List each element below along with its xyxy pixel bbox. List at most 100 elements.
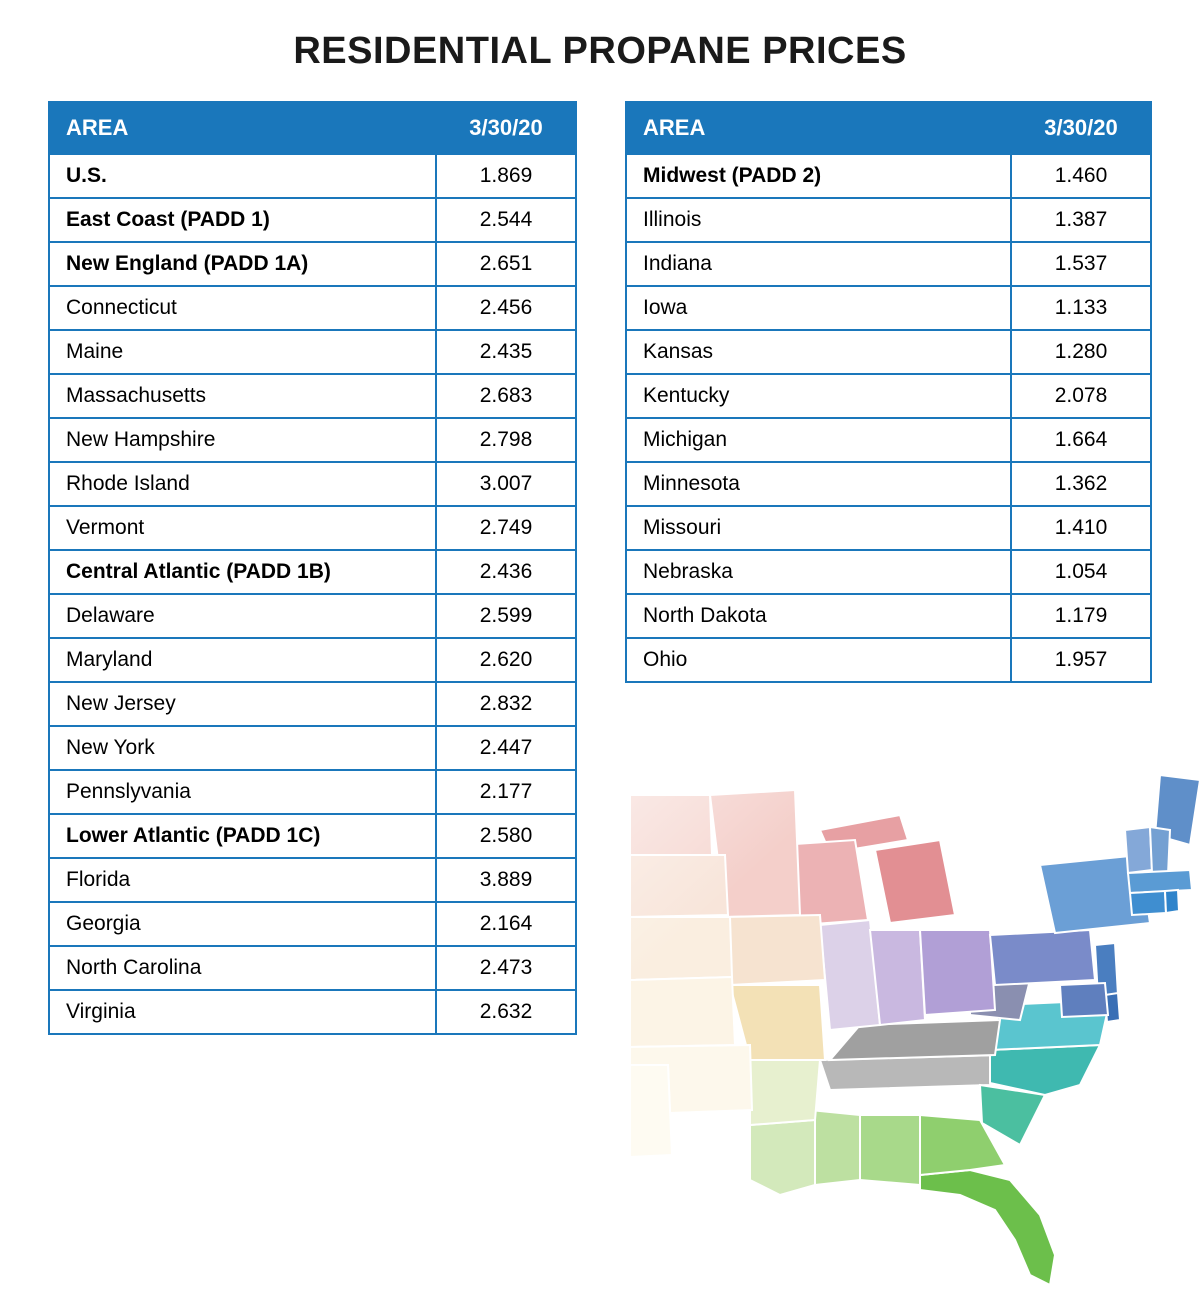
price-cell: 1.387 <box>1011 198 1151 242</box>
area-cell: North Carolina <box>49 946 436 990</box>
price-cell: 1.869 <box>436 154 576 198</box>
price-cell: 1.133 <box>1011 286 1151 330</box>
map-state <box>630 1065 672 1157</box>
area-cell: Kentucky <box>626 374 1011 418</box>
area-cell: New Jersey <box>49 682 436 726</box>
price-cell: 1.362 <box>1011 462 1151 506</box>
price-cell: 2.749 <box>436 506 576 550</box>
table-row: Kentucky2.078 <box>626 374 1151 418</box>
area-cell: Connecticut <box>49 286 436 330</box>
table-row: Lower Atlantic (PADD 1C)2.580 <box>49 814 576 858</box>
area-cell: Vermont <box>49 506 436 550</box>
table-row: Virginia2.632 <box>49 990 576 1034</box>
table-row: Kansas1.280 <box>626 330 1151 374</box>
col-date: 3/30/20 <box>436 102 576 154</box>
price-cell: 1.537 <box>1011 242 1151 286</box>
prices-table-left: AREA 3/30/20 U.S.1.869East Coast (PADD 1… <box>48 101 577 1035</box>
table-row: Illinois1.387 <box>626 198 1151 242</box>
table-row: East Coast (PADD 1)2.544 <box>49 198 576 242</box>
price-cell: 2.436 <box>436 550 576 594</box>
map-state <box>630 1045 752 1113</box>
area-cell: Missouri <box>626 506 1011 550</box>
table-row: Nebraska1.054 <box>626 550 1151 594</box>
price-cell: 2.164 <box>436 902 576 946</box>
price-cell: 2.683 <box>436 374 576 418</box>
table-row: Michigan1.664 <box>626 418 1151 462</box>
table-row: Vermont2.749 <box>49 506 576 550</box>
area-cell: Florida <box>49 858 436 902</box>
area-cell: Maryland <box>49 638 436 682</box>
table-row: Georgia2.164 <box>49 902 576 946</box>
map-state <box>820 1055 1000 1090</box>
map-state <box>750 1060 820 1125</box>
right-tbody: Midwest (PADD 2)1.460Illinois1.387Indian… <box>626 154 1151 682</box>
map-state <box>750 1120 815 1195</box>
area-cell: Maine <box>49 330 436 374</box>
area-cell: U.S. <box>49 154 436 198</box>
price-cell: 2.447 <box>436 726 576 770</box>
table-row: New Jersey2.832 <box>49 682 576 726</box>
table-row: Central Atlantic (PADD 1B)2.436 <box>49 550 576 594</box>
area-cell: New England (PADD 1A) <box>49 242 436 286</box>
area-cell: New York <box>49 726 436 770</box>
price-cell: 2.473 <box>436 946 576 990</box>
table-row: Pennslyvania2.177 <box>49 770 576 814</box>
price-cell: 1.957 <box>1011 638 1151 682</box>
price-cell: 1.460 <box>1011 154 1151 198</box>
map-state <box>920 1115 1005 1175</box>
area-cell: Central Atlantic (PADD 1B) <box>49 550 436 594</box>
page-title: RESIDENTIAL PROPANE PRICES <box>0 30 1200 73</box>
price-cell: 2.832 <box>436 682 576 726</box>
table-row: Connecticut2.456 <box>49 286 576 330</box>
table-row: Minnesota1.362 <box>626 462 1151 506</box>
area-cell: Virginia <box>49 990 436 1034</box>
prices-table-right: AREA 3/30/20 Midwest (PADD 2)1.460Illino… <box>625 101 1152 683</box>
area-cell: Iowa <box>626 286 1011 330</box>
area-cell: Kansas <box>626 330 1011 374</box>
price-cell: 2.177 <box>436 770 576 814</box>
area-cell: Pennslyvania <box>49 770 436 814</box>
area-cell: Rhode Island <box>49 462 436 506</box>
map-state <box>980 1085 1045 1145</box>
price-cell: 2.435 <box>436 330 576 374</box>
area-cell: East Coast (PADD 1) <box>49 198 436 242</box>
table-row: Midwest (PADD 2)1.460 <box>626 154 1151 198</box>
col-area: AREA <box>626 102 1011 154</box>
table-row: Florida3.889 <box>49 858 576 902</box>
map-state <box>860 1115 920 1185</box>
price-cell: 3.007 <box>436 462 576 506</box>
price-cell: 2.798 <box>436 418 576 462</box>
table-row: Missouri1.410 <box>626 506 1151 550</box>
price-cell: 2.599 <box>436 594 576 638</box>
table-row: North Dakota1.179 <box>626 594 1151 638</box>
area-cell: Michigan <box>626 418 1011 462</box>
map-state <box>810 1110 860 1185</box>
table-row: Iowa1.133 <box>626 286 1151 330</box>
area-cell: Georgia <box>49 902 436 946</box>
table-row: U.S.1.869 <box>49 154 576 198</box>
area-cell: Lower Atlantic (PADD 1C) <box>49 814 436 858</box>
price-cell: 3.889 <box>436 858 576 902</box>
table-row: Massachusetts2.683 <box>49 374 576 418</box>
col-area: AREA <box>49 102 436 154</box>
table-row: New York2.447 <box>49 726 576 770</box>
price-cell: 2.632 <box>436 990 576 1034</box>
table-row: New Hampshire2.798 <box>49 418 576 462</box>
area-cell: North Dakota <box>626 594 1011 638</box>
price-cell: 2.078 <box>1011 374 1151 418</box>
price-cell: 1.410 <box>1011 506 1151 550</box>
price-cell: 2.651 <box>436 242 576 286</box>
table-row: Ohio1.957 <box>626 638 1151 682</box>
area-cell: Illinois <box>626 198 1011 242</box>
map-state <box>990 1045 1100 1095</box>
table-row: Maine2.435 <box>49 330 576 374</box>
tables-container: AREA 3/30/20 U.S.1.869East Coast (PADD 1… <box>0 101 1200 1035</box>
price-cell: 2.544 <box>436 198 576 242</box>
area-cell: New Hampshire <box>49 418 436 462</box>
table-row: Indiana1.537 <box>626 242 1151 286</box>
col-date: 3/30/20 <box>1011 102 1151 154</box>
table-row: Delaware2.599 <box>49 594 576 638</box>
area-cell: Nebraska <box>626 550 1011 594</box>
area-cell: Massachusetts <box>49 374 436 418</box>
price-cell: 1.664 <box>1011 418 1151 462</box>
